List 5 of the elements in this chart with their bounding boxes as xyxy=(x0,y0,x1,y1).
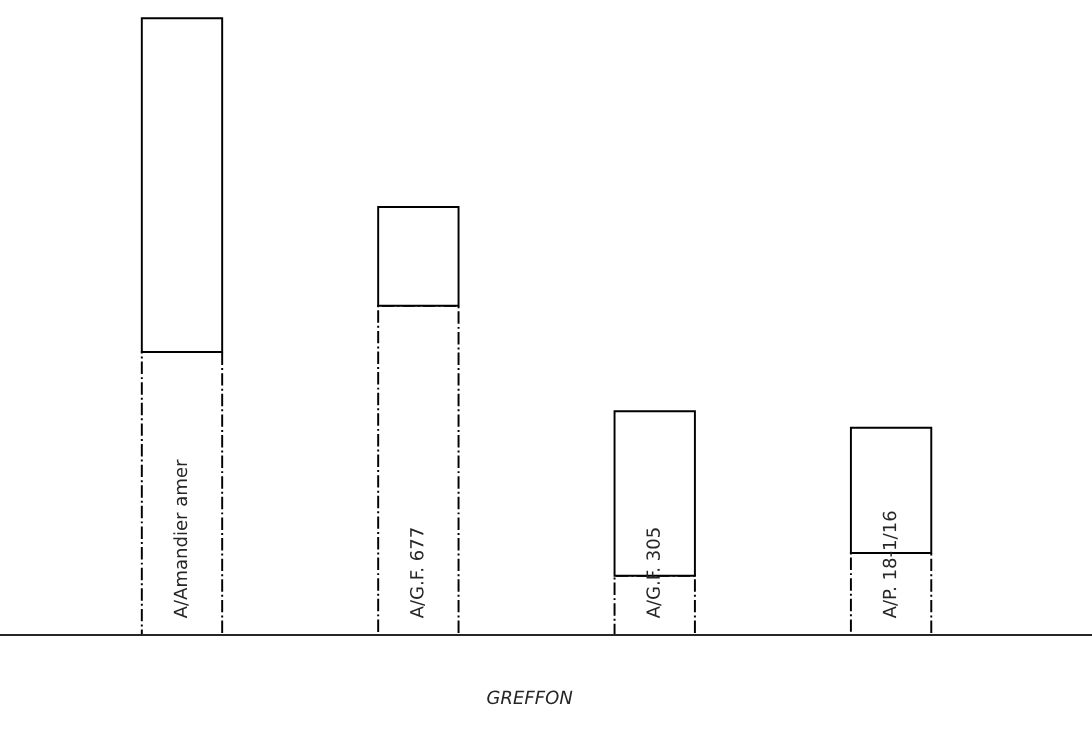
x-tick-label: A/Amandier amer xyxy=(173,459,189,619)
x-tick-label: A/G.F. 677 xyxy=(409,528,426,619)
x-tick-label: A/G.F. 305 xyxy=(646,528,662,619)
x-tick-label: A/P. 18-1/16 xyxy=(882,511,898,619)
x-axis-title: GREFFON xyxy=(487,690,573,705)
